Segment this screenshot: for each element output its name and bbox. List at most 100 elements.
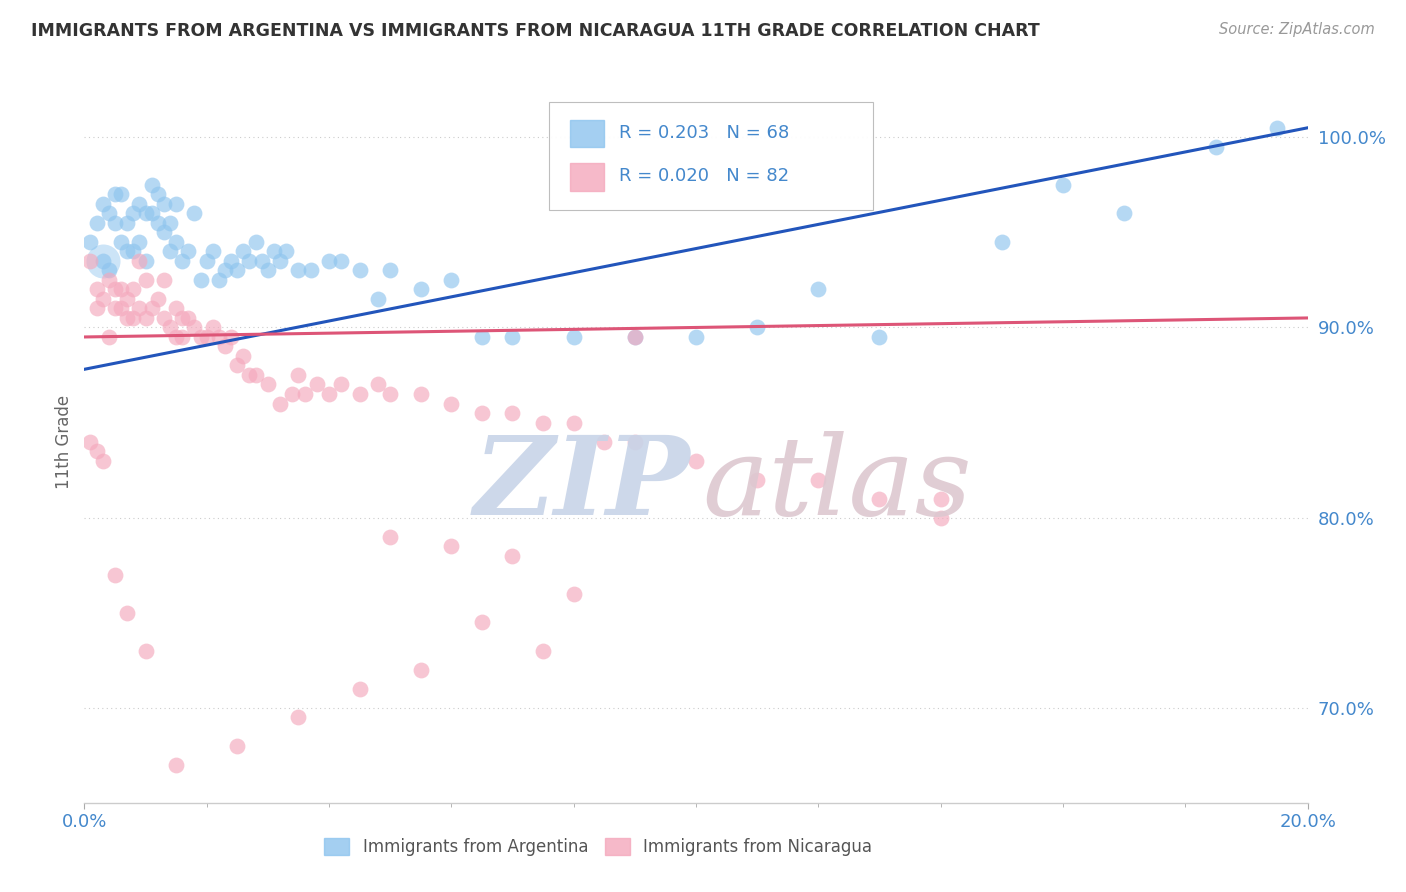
Point <box>747 320 769 334</box>
Point <box>153 197 176 211</box>
Point <box>257 263 280 277</box>
Point <box>159 216 181 230</box>
Point <box>232 244 254 259</box>
Point <box>86 216 108 230</box>
FancyBboxPatch shape <box>550 102 873 211</box>
Point <box>141 178 163 192</box>
Point <box>281 387 304 401</box>
Point <box>226 359 249 373</box>
Point <box>146 187 169 202</box>
Point <box>115 310 138 325</box>
Point <box>195 330 218 344</box>
Bar <box>569 163 605 191</box>
Point <box>86 444 108 458</box>
Point <box>86 301 108 316</box>
Point <box>991 235 1014 249</box>
Point <box>1114 206 1136 220</box>
Point <box>807 282 830 296</box>
Point <box>122 310 145 325</box>
Point <box>807 473 830 487</box>
Point <box>97 273 120 287</box>
Point <box>531 416 554 430</box>
Text: R = 0.203   N = 68: R = 0.203 N = 68 <box>619 124 789 142</box>
Point <box>367 377 389 392</box>
Point <box>409 663 432 677</box>
Point <box>380 387 402 401</box>
Point <box>208 330 231 344</box>
Point <box>201 244 224 259</box>
Point <box>245 235 267 249</box>
Y-axis label: 11th Grade: 11th Grade <box>55 394 73 489</box>
Point <box>165 235 187 249</box>
Text: ZIP: ZIP <box>474 431 690 539</box>
Text: R = 0.020   N = 82: R = 0.020 N = 82 <box>619 168 789 186</box>
Point <box>135 273 157 287</box>
Point <box>269 253 291 268</box>
Point <box>104 301 127 316</box>
Point <box>110 187 132 202</box>
Point <box>172 310 194 325</box>
Point <box>276 244 298 259</box>
Point <box>440 539 463 553</box>
Point <box>135 643 157 657</box>
Point <box>86 282 108 296</box>
Point <box>122 206 145 220</box>
Point <box>104 567 127 582</box>
Point <box>190 330 212 344</box>
Point <box>115 292 138 306</box>
Point <box>471 406 494 420</box>
Point <box>869 330 891 344</box>
Point <box>135 206 157 220</box>
Point <box>104 187 127 202</box>
Point <box>115 216 138 230</box>
Point <box>294 387 316 401</box>
Point <box>502 330 524 344</box>
Point <box>104 282 127 296</box>
Point <box>238 368 260 382</box>
Point <box>330 377 353 392</box>
Point <box>318 387 340 401</box>
Point <box>122 244 145 259</box>
Point <box>330 253 353 268</box>
Point <box>208 273 231 287</box>
Point <box>299 263 322 277</box>
Point <box>91 253 114 268</box>
Point <box>562 330 585 344</box>
Point <box>219 253 242 268</box>
Point <box>502 406 524 420</box>
Text: atlas: atlas <box>702 431 972 539</box>
Point <box>128 197 150 211</box>
Point <box>562 587 585 601</box>
Point <box>97 263 120 277</box>
Point <box>183 320 205 334</box>
Point <box>214 339 236 353</box>
Point <box>97 330 120 344</box>
Point <box>135 253 157 268</box>
Point <box>219 330 242 344</box>
Point <box>349 263 371 277</box>
Legend: Immigrants from Argentina, Immigrants from Nicaragua: Immigrants from Argentina, Immigrants fr… <box>318 831 879 863</box>
Bar <box>569 120 605 147</box>
Point <box>929 491 952 506</box>
Point <box>172 330 194 344</box>
Point <box>238 253 260 268</box>
Point <box>232 349 254 363</box>
Point <box>91 253 114 268</box>
Point <box>440 273 463 287</box>
Point <box>263 244 285 259</box>
Point <box>91 292 114 306</box>
Point <box>165 197 187 211</box>
Point <box>409 282 432 296</box>
Point <box>146 292 169 306</box>
Point <box>624 330 647 344</box>
Point <box>1052 178 1074 192</box>
Point <box>177 310 200 325</box>
Point <box>287 263 309 277</box>
Point <box>79 235 101 249</box>
Point <box>183 206 205 220</box>
Point <box>146 216 169 230</box>
Point <box>471 330 494 344</box>
Point <box>257 377 280 392</box>
Point <box>1205 140 1227 154</box>
Point <box>245 368 267 382</box>
